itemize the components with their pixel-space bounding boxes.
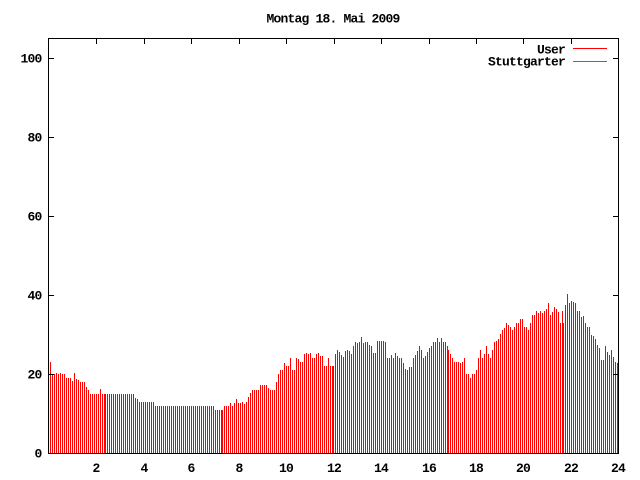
svg-text:6: 6 [187, 461, 195, 476]
svg-text:14: 14 [374, 461, 389, 476]
svg-text:20: 20 [516, 461, 531, 476]
svg-text:40: 40 [27, 289, 42, 304]
svg-text:User: User [537, 43, 565, 58]
svg-text:0: 0 [34, 447, 42, 462]
svg-text:20: 20 [27, 368, 42, 383]
svg-text:18: 18 [469, 461, 484, 476]
svg-text:60: 60 [27, 210, 42, 225]
svg-text:Stuttgarter: Stuttgarter [488, 55, 565, 70]
svg-text:22: 22 [564, 461, 579, 476]
svg-text:100: 100 [20, 52, 42, 67]
svg-text:16: 16 [422, 461, 437, 476]
svg-text:4: 4 [140, 461, 148, 476]
svg-text:80: 80 [27, 131, 42, 146]
svg-text:8: 8 [235, 461, 243, 476]
svg-text:2: 2 [92, 461, 100, 476]
svg-text:12: 12 [327, 461, 342, 476]
svg-text:24: 24 [611, 461, 626, 476]
svg-text:Montag 18. Mai 2009: Montag 18. Mai 2009 [266, 12, 400, 27]
svg-text:10: 10 [279, 461, 294, 476]
